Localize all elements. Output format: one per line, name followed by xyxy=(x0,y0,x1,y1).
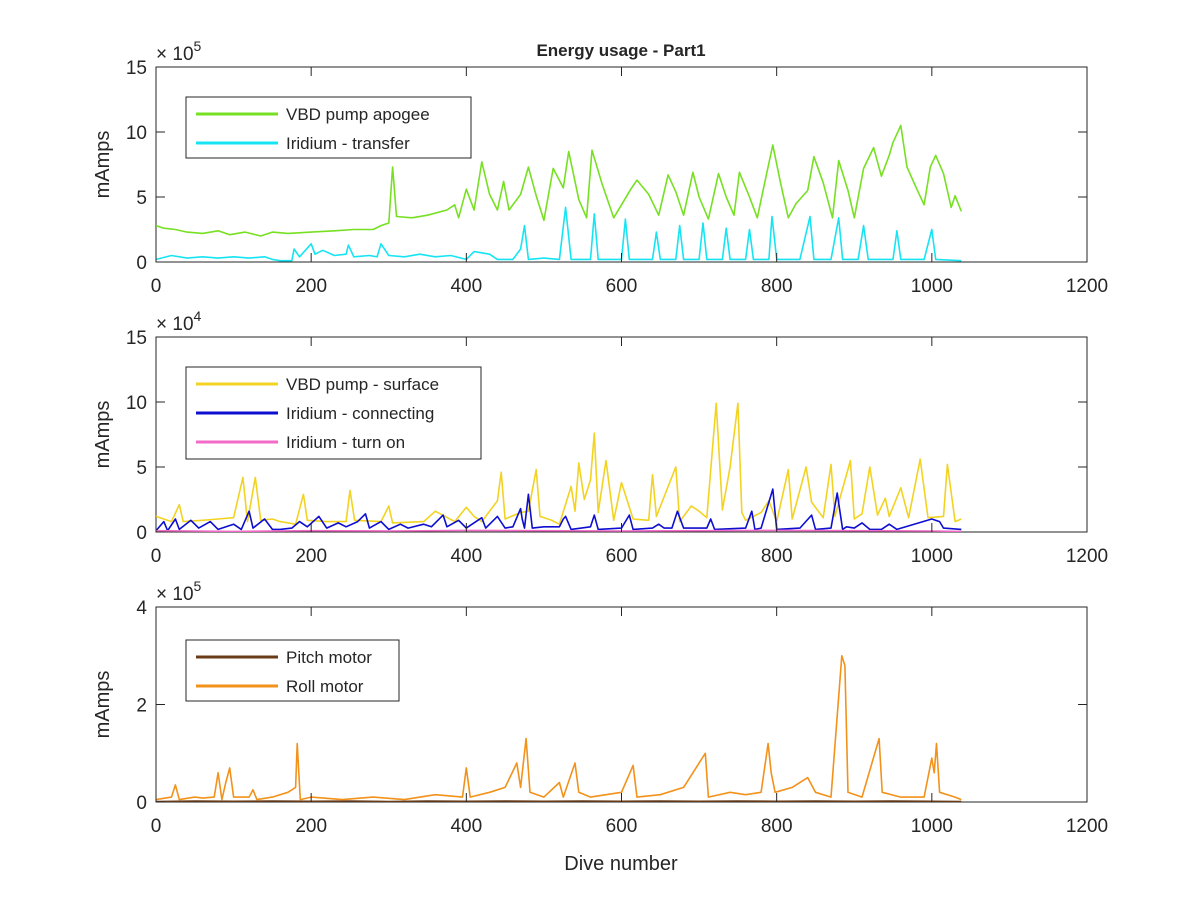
series-line-2 xyxy=(156,206,962,262)
y-tick-label: 4 xyxy=(136,598,147,619)
x-tick-label: 200 xyxy=(295,816,327,837)
legend: VBD pump - surface Iridium - connecting Ir… xyxy=(185,366,482,460)
series-group xyxy=(156,124,963,262)
x-tick-label: 1000 xyxy=(911,546,953,567)
y-tick-label: 5 xyxy=(136,188,147,209)
y-exponent-power: 5 xyxy=(194,38,202,54)
x-tick-label: 0 xyxy=(151,546,162,567)
x-tick-label: 800 xyxy=(761,276,793,297)
x-tick-label: 400 xyxy=(450,816,482,837)
y-tick-label: 5 xyxy=(136,458,147,479)
series-line-1 xyxy=(156,124,963,237)
y-tick-label: 10 xyxy=(126,123,147,144)
x-tick-label: 600 xyxy=(606,276,638,297)
x-tick-label: 600 xyxy=(606,816,638,837)
series-line-1 xyxy=(156,800,962,802)
y-axis-label: mAmps xyxy=(92,401,114,469)
x-tick-label: 400 xyxy=(450,276,482,297)
x-tick-label: 600 xyxy=(606,546,638,567)
y-tick-label: 15 xyxy=(126,328,147,349)
panel-1: 0 200 400 600 800 1000 1200 0 5 10 15 × 105 mAmps VBD… xyxy=(92,38,1108,297)
x-tick-label: 800 xyxy=(761,816,793,837)
legend: VBD pump apogee Iridium - transfer xyxy=(185,96,472,159)
series-line-2 xyxy=(156,488,962,532)
x-tick-label: 0 xyxy=(151,276,162,297)
y-exponent-label: × 105 xyxy=(156,38,202,65)
series-line-1 xyxy=(156,402,962,525)
x-tick-label: 800 xyxy=(761,546,793,567)
y-axis-label: mAmps xyxy=(92,131,114,199)
series-group xyxy=(156,655,962,802)
legend-label: VBD pump apogee xyxy=(286,105,430,124)
series-line-3 xyxy=(156,529,962,532)
x-tick-label: 1200 xyxy=(1066,546,1108,567)
x-tick-label: 1000 xyxy=(911,816,953,837)
y-exponent-label: × 105 xyxy=(156,578,202,605)
series-group xyxy=(156,402,962,532)
y-axis-label: mAmps xyxy=(92,671,114,739)
series-line-2 xyxy=(156,655,962,801)
x-tick-label: 200 xyxy=(295,546,327,567)
y-tick-label: 2 xyxy=(136,696,147,717)
panel-3: 0 200 400 600 800 1000 1200 0 2 4 × 105 mAmps Pitch … xyxy=(92,578,1108,837)
y-tick-label: 0 xyxy=(136,523,147,544)
legend-label: Iridium - turn on xyxy=(286,433,405,452)
x-tick-label: 0 xyxy=(151,816,162,837)
figure-xlabel: Dive number xyxy=(564,853,678,875)
legend-label: Iridium - transfer xyxy=(286,134,410,153)
x-tick-label: 1000 xyxy=(911,276,953,297)
legend-label: Pitch motor xyxy=(286,648,372,667)
y-tick-label: 0 xyxy=(136,793,147,814)
x-tick-label: 200 xyxy=(295,276,327,297)
legend-label: Iridium - connecting xyxy=(286,404,434,423)
legend: Pitch motor Roll motor xyxy=(185,639,400,702)
y-exponent-label: × 104 xyxy=(156,308,202,335)
figure-title: Energy usage - Part1 xyxy=(536,41,705,60)
y-tick-label: 15 xyxy=(126,58,147,79)
y-exponent-power: 4 xyxy=(194,308,202,324)
x-tick-label: 400 xyxy=(450,546,482,567)
legend-label: VBD pump - surface xyxy=(286,375,439,394)
y-tick-label: 0 xyxy=(136,253,147,274)
x-tick-label: 1200 xyxy=(1066,816,1108,837)
y-tick-label: 10 xyxy=(126,393,147,414)
legend-box xyxy=(185,639,400,702)
y-exponent-power: 5 xyxy=(194,578,202,594)
legend-label: Roll motor xyxy=(286,677,364,696)
x-tick-label: 1200 xyxy=(1066,276,1108,297)
panel-2: 0 200 400 600 800 1000 1200 0 5 10 15 × 104 mAmps VBD… xyxy=(92,308,1108,567)
legend-box xyxy=(185,96,472,159)
